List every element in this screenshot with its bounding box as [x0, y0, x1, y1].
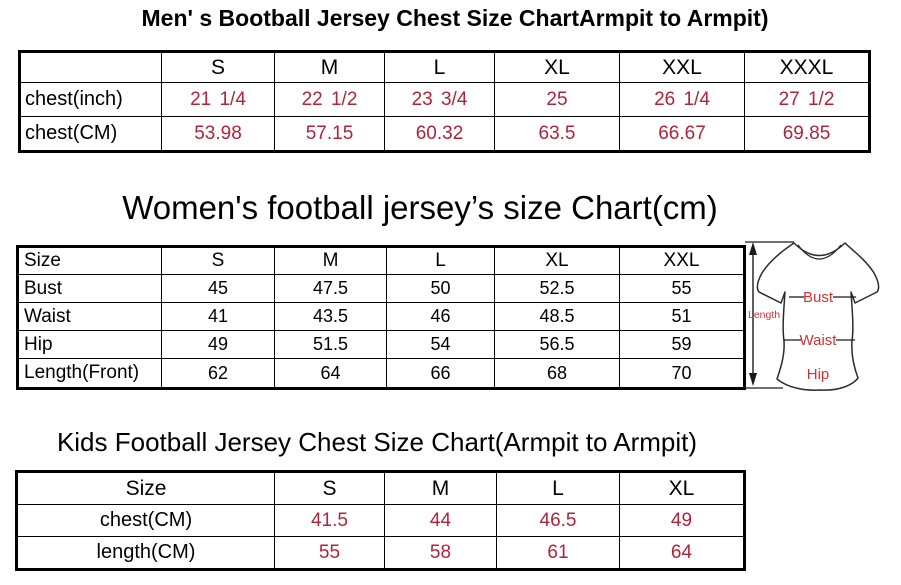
bust-label: Bust — [803, 289, 834, 306]
value-cell: 52.5 — [494, 274, 620, 303]
header-cell-l: L — [386, 246, 495, 275]
value-cell: 49 — [161, 330, 275, 359]
header-cell-xl: XL — [494, 51, 620, 83]
row-label: Length(Front) — [17, 358, 162, 389]
collar-inner-line — [797, 244, 842, 260]
value-cell: 66 — [386, 358, 495, 389]
header-cell-m: M — [274, 51, 385, 83]
value-cell: 46.5 — [496, 504, 620, 537]
kids-length-row: length(CM) 55 58 61 64 — [16, 536, 745, 570]
row-label: Bust — [17, 274, 162, 303]
value-cell: 46 — [386, 302, 495, 331]
value-cell: 60.32 — [384, 116, 495, 152]
value-cell: 61 — [496, 536, 620, 570]
header-cell-l: L — [496, 471, 620, 505]
header-cell-xxl: XXL — [619, 51, 745, 83]
value-cell: 55 — [619, 274, 745, 303]
value-cell: 26 1/4 — [619, 82, 745, 117]
value-cell: 55 — [274, 536, 385, 570]
value-cell: 64 — [274, 358, 387, 389]
value-cell: 41 — [161, 302, 275, 331]
value-cell: 48.5 — [494, 302, 620, 331]
row-label: chest(CM) — [16, 504, 275, 537]
header-cell-s: S — [274, 471, 385, 505]
kids-header-row: Size S M L XL — [16, 471, 745, 505]
value-cell: 58 — [384, 536, 497, 570]
value-cell: 21 1/4 — [161, 82, 275, 117]
tshirt-outline — [756, 242, 880, 391]
row-label: chest(inch) — [19, 82, 162, 117]
header-cell-blank — [19, 51, 162, 83]
header-cell-l: L — [384, 51, 495, 83]
mens-size-table: S M L XL XXL XXXL chest(inch) 21 1/4 22 … — [18, 50, 871, 153]
value-cell: 41.5 — [274, 504, 385, 537]
womens-size-table: Size S M L XL XXL Bust 45 47.5 50 52.5 5… — [16, 245, 746, 390]
header-cell-xxxl: XXXL — [744, 51, 870, 83]
length-arrow-down-icon — [749, 373, 757, 386]
womens-hip-row: Hip 49 51.5 54 56.5 59 — [17, 330, 745, 359]
hip-label: Hip — [807, 366, 830, 383]
mens-header-row: S M L XL XXL XXXL — [19, 51, 870, 83]
header-cell-s: S — [161, 246, 275, 275]
value-cell: 70 — [619, 358, 745, 389]
value-cell: 53.98 — [161, 116, 275, 152]
tshirt-diagram-icon: Length Bust Waist Hip — [745, 241, 880, 391]
womens-waist-row: Waist 41 43.5 46 48.5 51 — [17, 302, 745, 331]
value-cell: 51.5 — [274, 330, 387, 359]
value-cell: 57.15 — [274, 116, 385, 152]
value-cell: 66.67 — [619, 116, 745, 152]
mens-chest-inch-row: chest(inch) 21 1/4 22 1/2 23 3/4 25 26 1… — [19, 82, 870, 117]
length-arrow-up-icon — [749, 242, 757, 255]
value-cell: 44 — [384, 504, 497, 537]
womens-length-row: Length(Front) 62 64 66 68 70 — [17, 358, 745, 389]
value-cell: 47.5 — [274, 274, 387, 303]
header-cell-m: M — [384, 471, 497, 505]
header-cell-s: S — [161, 51, 275, 83]
header-cell-size: Size — [17, 246, 162, 275]
value-cell: 45 — [161, 274, 275, 303]
header-cell-xxl: XXL — [619, 246, 745, 275]
waist-label: Waist — [800, 332, 838, 349]
value-cell: 25 — [494, 82, 620, 117]
row-label: chest(CM) — [19, 116, 162, 152]
header-cell-size: Size — [16, 471, 275, 505]
row-label: Waist — [17, 302, 162, 331]
mens-chart-title: Men' s Bootball Jersey Chest Size ChartA… — [141, 5, 769, 31]
value-cell: 56.5 — [494, 330, 620, 359]
header-cell-xl: XL — [494, 246, 620, 275]
header-cell-xl: XL — [619, 471, 745, 505]
row-label: Hip — [17, 330, 162, 359]
value-cell: 64 — [619, 536, 745, 570]
kids-chest-row: chest(CM) 41.5 44 46.5 49 — [16, 504, 745, 537]
value-cell: 49 — [619, 504, 745, 537]
value-cell: 50 — [386, 274, 495, 303]
value-cell: 43.5 — [274, 302, 387, 331]
header-cell-m: M — [274, 246, 387, 275]
value-cell: 62 — [161, 358, 275, 389]
value-cell: 51 — [619, 302, 745, 331]
kids-chart-title: Kids Football Jersey Chest Size Chart(Ar… — [56, 427, 698, 457]
value-cell: 59 — [619, 330, 745, 359]
length-label: Length — [748, 309, 780, 321]
value-cell: 63.5 — [494, 116, 620, 152]
womens-chart-title: Women's football jersey’s size Chart(cm) — [122, 189, 718, 226]
value-cell: 27 1/2 — [744, 82, 870, 117]
womens-header-row: Size S M L XL XXL — [17, 246, 745, 275]
value-cell: 69.85 — [744, 116, 870, 152]
tshirt-measurement-diagram: Length Bust Waist Hip — [743, 234, 901, 400]
value-cell: 22 1/2 — [274, 82, 385, 117]
kids-size-table: Size S M L XL chest(CM) 41.5 44 46.5 49 … — [15, 470, 746, 571]
row-label: length(CM) — [16, 536, 275, 570]
mens-chest-cm-row: chest(CM) 53.98 57.15 60.32 63.5 66.67 6… — [19, 116, 870, 152]
value-cell: 23 3/4 — [384, 82, 495, 117]
womens-bust-row: Bust 45 47.5 50 52.5 55 — [17, 274, 745, 303]
value-cell: 54 — [386, 330, 495, 359]
value-cell: 68 — [494, 358, 620, 389]
